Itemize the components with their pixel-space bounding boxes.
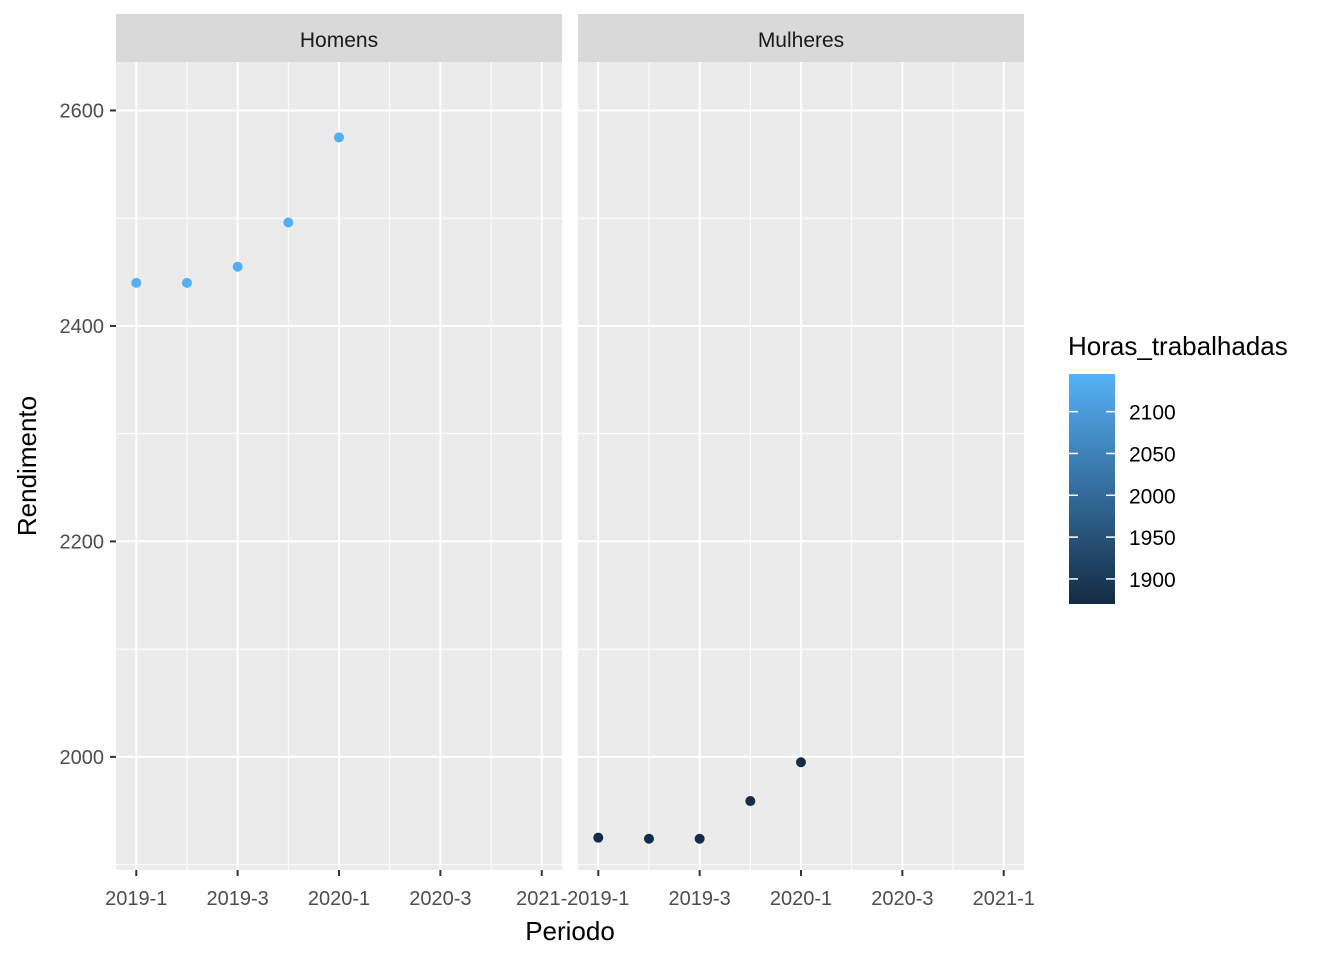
facet-mulheres: Mulheres 2019-1 2019-3 2020-1 2020-3 2021-1 bbox=[567, 14, 1035, 910]
y-tick-label: 2400 bbox=[60, 316, 105, 338]
data-point bbox=[131, 277, 142, 288]
x-tick-label: 2021-1 bbox=[973, 888, 1035, 910]
y-tick-label: 2600 bbox=[60, 100, 105, 122]
x-tick-label: 2020-3 bbox=[409, 888, 471, 910]
data-point bbox=[283, 217, 294, 228]
data-point bbox=[643, 833, 654, 844]
legend-title: Horas_trabalhadas bbox=[1068, 331, 1288, 361]
legend-label: 2100 bbox=[1129, 402, 1176, 425]
legend-label: 1950 bbox=[1129, 527, 1176, 550]
x-tick-label: 2019-3 bbox=[668, 888, 730, 910]
legend-label: 2000 bbox=[1129, 485, 1176, 508]
legend: Horas_trabalhadas 2100 2050 2000 1950 1900 bbox=[1068, 331, 1288, 604]
facet-strip-label: Homens bbox=[300, 29, 378, 52]
facet-strip-label: Mulheres bbox=[758, 29, 844, 52]
legend-colorbar bbox=[1069, 374, 1115, 604]
facet-strip bbox=[578, 14, 1024, 62]
legend-label: 1900 bbox=[1129, 569, 1176, 592]
facet-homens: Homens 2019-1 2019-3 2020-1 2020-3 2021- bbox=[105, 14, 567, 910]
x-tick-label: 2020-3 bbox=[871, 888, 933, 910]
x-axis-title: Periodo bbox=[525, 916, 615, 946]
x-tick-label: 2019-1 bbox=[105, 888, 167, 910]
data-point bbox=[181, 277, 192, 288]
data-point bbox=[593, 832, 604, 843]
x-tick-label: 2019-1 bbox=[567, 888, 629, 910]
x-tick-label: 2020-1 bbox=[308, 888, 370, 910]
y-axis-title: Rendimento bbox=[12, 396, 42, 536]
data-point bbox=[232, 261, 243, 272]
x-tick-label: 2020-1 bbox=[770, 888, 832, 910]
data-point bbox=[796, 757, 806, 768]
facet-strip bbox=[116, 14, 562, 62]
x-tick-label: 2021- bbox=[516, 888, 567, 910]
legend-label: 2050 bbox=[1129, 443, 1176, 466]
data-point bbox=[745, 796, 756, 807]
y-tick-label: 2000 bbox=[60, 747, 105, 769]
y-tick-label: 2200 bbox=[60, 531, 105, 553]
data-point bbox=[694, 833, 705, 844]
data-point bbox=[334, 132, 344, 143]
x-tick-label: 2019-3 bbox=[206, 888, 268, 910]
